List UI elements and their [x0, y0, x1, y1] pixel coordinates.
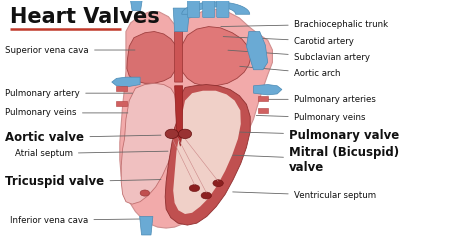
Text: Carotid artery: Carotid artery	[223, 37, 354, 46]
Polygon shape	[165, 85, 250, 225]
Polygon shape	[246, 31, 268, 70]
Polygon shape	[174, 30, 182, 82]
Polygon shape	[140, 217, 153, 235]
Polygon shape	[174, 86, 182, 146]
Text: Aortic valve: Aortic valve	[5, 131, 161, 144]
Text: Heart Valves: Heart Valves	[10, 7, 160, 27]
Ellipse shape	[178, 129, 191, 139]
Text: Pulmonary veins: Pulmonary veins	[256, 113, 365, 122]
Text: Ventricular septum: Ventricular septum	[233, 191, 376, 200]
Polygon shape	[130, 0, 143, 11]
Polygon shape	[258, 96, 268, 101]
Ellipse shape	[213, 180, 223, 187]
FancyBboxPatch shape	[202, 0, 215, 18]
Text: Subclavian artery: Subclavian artery	[228, 50, 370, 62]
Text: Tricuspid valve: Tricuspid valve	[5, 175, 161, 188]
Polygon shape	[121, 83, 176, 204]
Text: Inferior vena cava: Inferior vena cava	[10, 216, 142, 225]
Polygon shape	[112, 77, 140, 87]
Text: Mitral (Bicuspid)
valve: Mitral (Bicuspid) valve	[228, 146, 399, 174]
Ellipse shape	[201, 192, 211, 199]
Polygon shape	[173, 91, 241, 214]
Polygon shape	[127, 31, 178, 83]
Text: Pulmonary valve: Pulmonary valve	[219, 129, 399, 142]
Ellipse shape	[140, 190, 150, 196]
Polygon shape	[180, 27, 251, 86]
Polygon shape	[117, 101, 128, 105]
Polygon shape	[182, 2, 250, 14]
Ellipse shape	[165, 129, 178, 139]
Polygon shape	[173, 8, 190, 31]
Text: Superior vena cava: Superior vena cava	[5, 46, 135, 55]
FancyBboxPatch shape	[187, 0, 200, 18]
Ellipse shape	[189, 185, 200, 191]
Polygon shape	[120, 9, 273, 228]
Polygon shape	[117, 86, 128, 91]
Text: Brachiocephalic trunk: Brachiocephalic trunk	[221, 20, 388, 29]
Polygon shape	[258, 108, 268, 113]
FancyBboxPatch shape	[217, 0, 229, 18]
Text: Aortic arch: Aortic arch	[240, 66, 340, 78]
Text: Atrial septum: Atrial septum	[15, 149, 168, 158]
Polygon shape	[254, 85, 282, 95]
Text: Pulmonary arteries: Pulmonary arteries	[261, 95, 375, 104]
Text: Pulmonary veins: Pulmonary veins	[5, 108, 128, 117]
Text: Pulmonary artery: Pulmonary artery	[5, 89, 133, 98]
